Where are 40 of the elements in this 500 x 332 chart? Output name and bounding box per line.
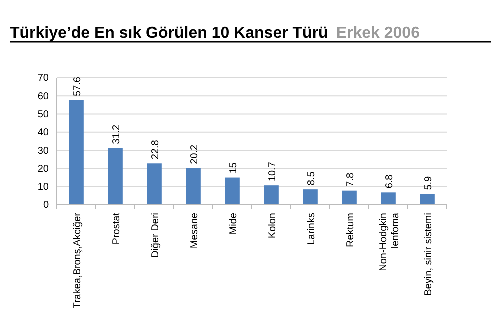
x-tick-label: Mesane (190, 212, 200, 249)
data-label: 31.2 (112, 124, 122, 144)
data-label: 7.8 (346, 172, 356, 187)
bar (264, 186, 279, 205)
bar (186, 168, 201, 205)
y-tick-label: 0 (43, 200, 50, 212)
data-label: 15 (228, 162, 240, 174)
x-tick-label: Mide (228, 212, 240, 235)
data-label: 57.6 (72, 76, 84, 96)
bar (420, 194, 435, 205)
chart-subtitle: Erkek 2006 (336, 25, 420, 42)
y-tick-label: 10 (38, 182, 50, 194)
bar (342, 190, 357, 205)
bar (108, 148, 123, 205)
bar (303, 190, 318, 205)
data-label: 6.8 (384, 174, 396, 189)
y-tick-label: 20 (38, 164, 50, 175)
bar (225, 178, 240, 205)
x-tick-label: Diğer Deri (150, 213, 162, 258)
data-label: 10.7 (268, 162, 278, 182)
y-tick-label: 60 (38, 91, 50, 102)
bar (147, 164, 162, 205)
x-tick-label: Prostat (112, 212, 122, 245)
x-tick-label: Beyin, sinir sistemi (424, 213, 434, 296)
data-label: 22.8 (150, 140, 162, 160)
x-tick-label: Kolon (268, 213, 278, 239)
y-tick-label: 70 (38, 73, 50, 84)
chart-title: Türkiye’de En sık Görülen 10 Kanser Türü (10, 25, 328, 42)
y-tick-label: 50 (38, 109, 50, 120)
x-tick-label: Larinks (306, 213, 318, 246)
x-tick-label: Rektum (346, 213, 356, 248)
data-label: 20.2 (190, 144, 200, 164)
bar (381, 192, 396, 205)
y-tick-label: 30 (38, 146, 50, 157)
x-tick-label: Non-Hodgkin lenfoma (378, 212, 402, 272)
data-label: 8.5 (306, 171, 318, 186)
data-label: 5.9 (424, 176, 434, 190)
y-tick-label: 40 (38, 128, 50, 139)
bar (69, 100, 84, 205)
x-tick-label: Trakea,Bronş,Akciğer (72, 212, 84, 309)
